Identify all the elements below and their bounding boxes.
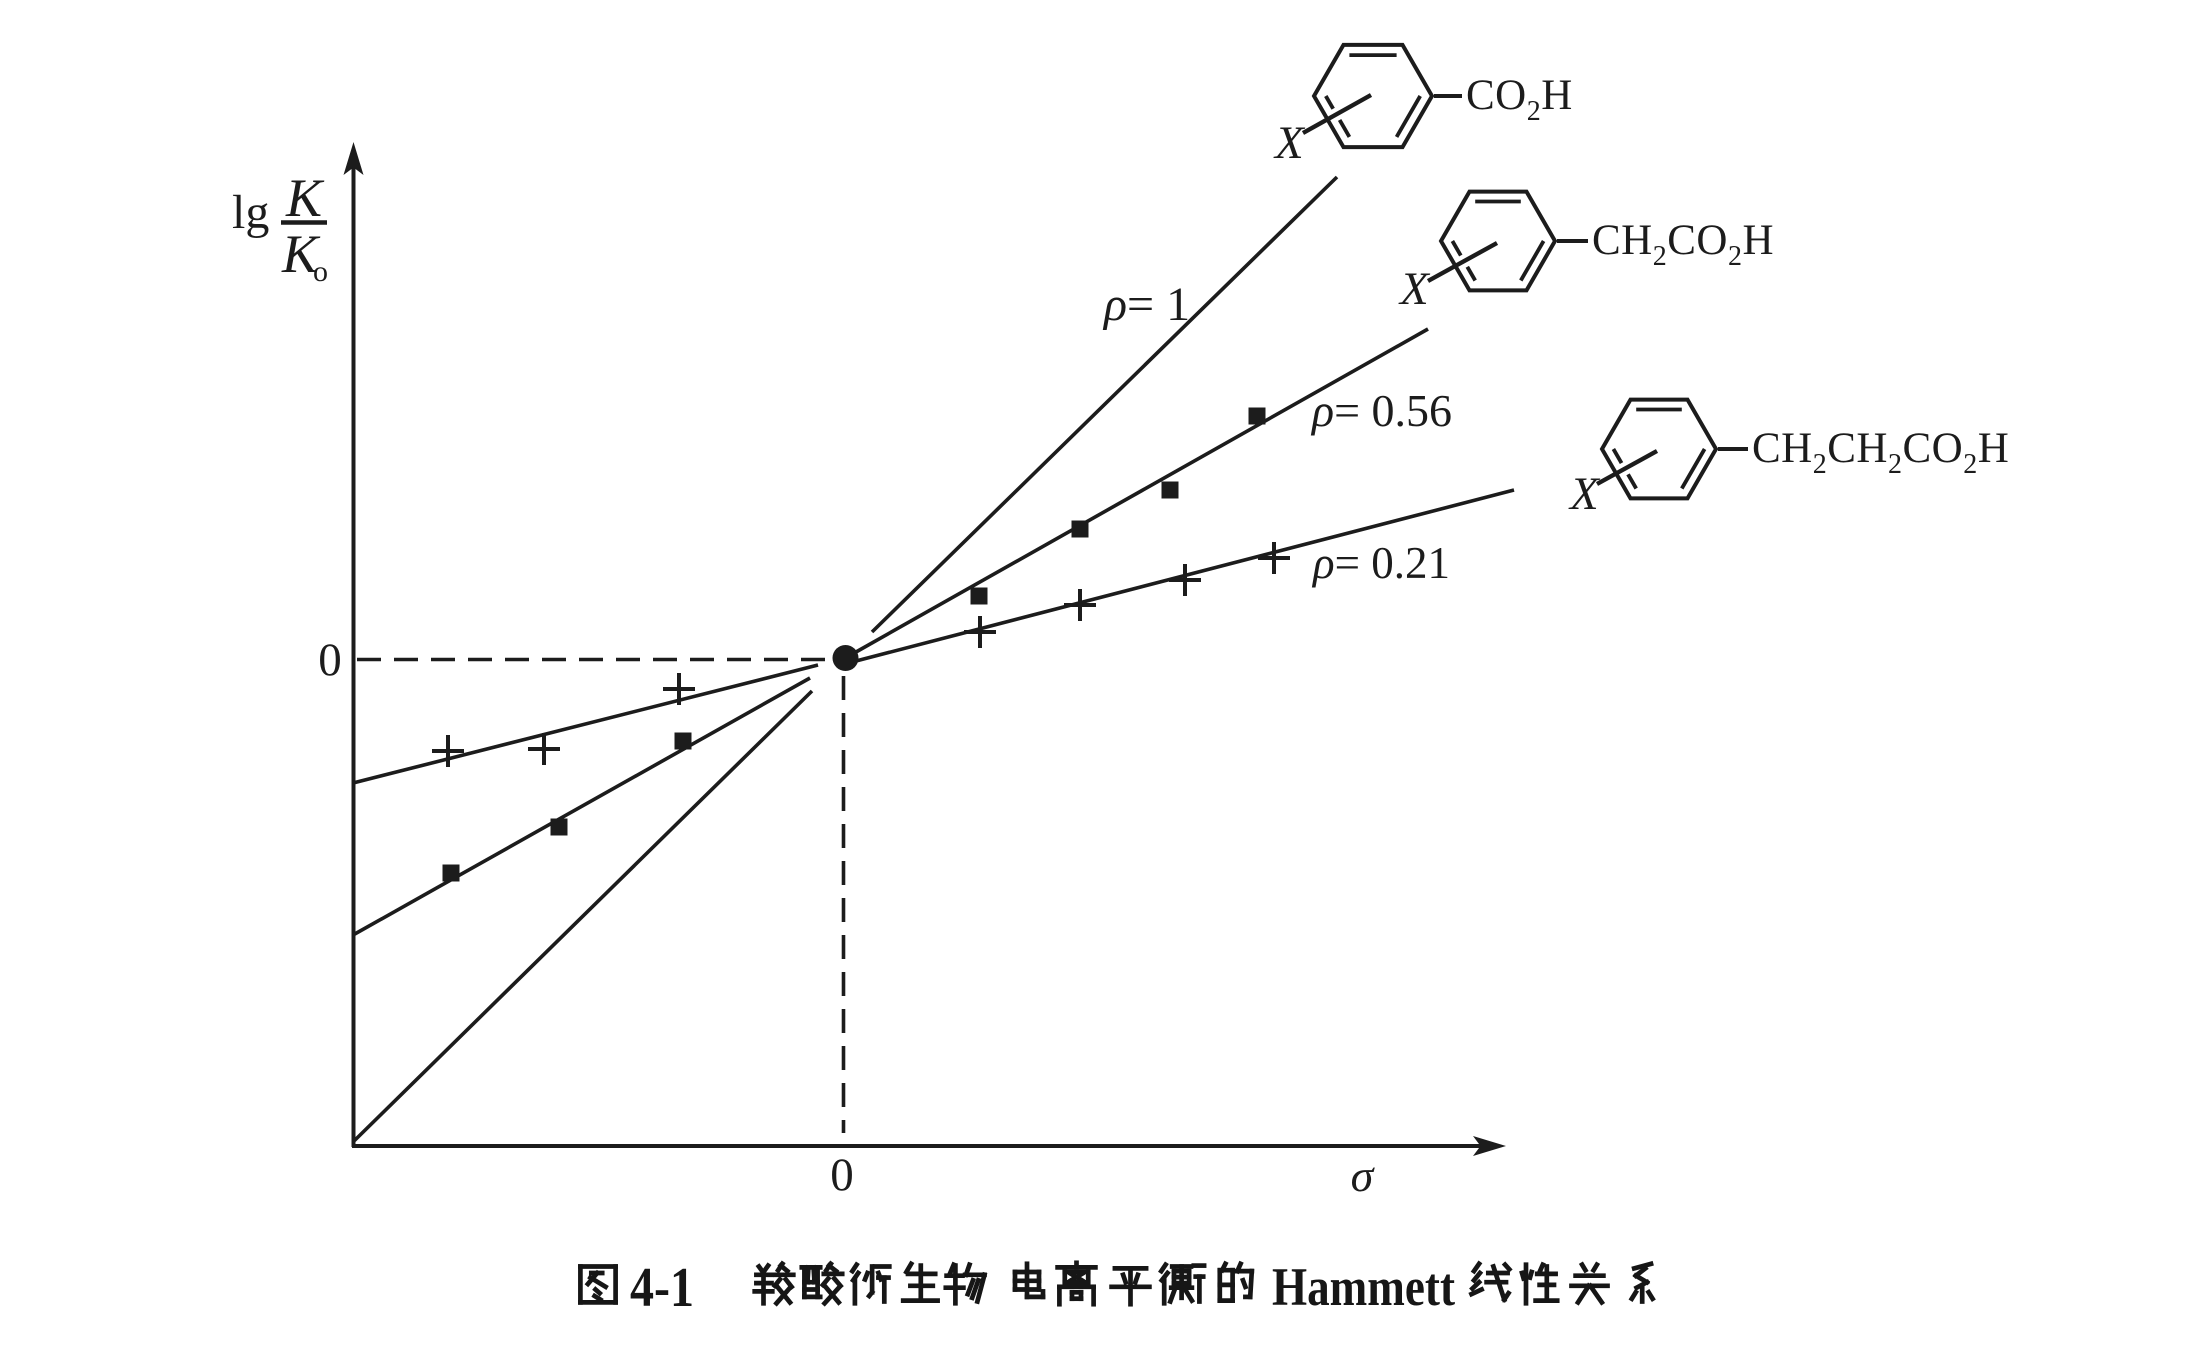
- svg-text:CH2​CO2​H: CH2​CO2​H: [1592, 217, 1774, 272]
- svg-text:ρ= 1: ρ= 1: [1102, 278, 1190, 331]
- svg-text:4-1: 4-1: [630, 1257, 694, 1319]
- svg-text:X: X: [1568, 468, 1601, 520]
- svg-text:K: K: [281, 224, 321, 284]
- svg-text:lg: lg: [232, 186, 269, 239]
- svg-text:K: K: [285, 168, 325, 228]
- svg-text:Hammett: Hammett: [1272, 1257, 1455, 1317]
- svg-text:X: X: [1273, 117, 1306, 169]
- svg-text:X: X: [1398, 263, 1431, 315]
- svg-text:CO2​H: CO2​H: [1466, 72, 1573, 127]
- svg-text:σ: σ: [1351, 1150, 1376, 1201]
- svg-text:0: 0: [830, 1149, 854, 1201]
- svg-text:o: o: [313, 255, 328, 288]
- svg-text:ρ= 0.56: ρ= 0.56: [1310, 385, 1452, 436]
- svg-text:ρ= 0.21: ρ= 0.21: [1311, 538, 1450, 588]
- svg-text:0: 0: [318, 634, 342, 686]
- svg-text:CH2​CH2​CO2​H: CH2​CH2​CO2​H: [1752, 425, 2009, 480]
